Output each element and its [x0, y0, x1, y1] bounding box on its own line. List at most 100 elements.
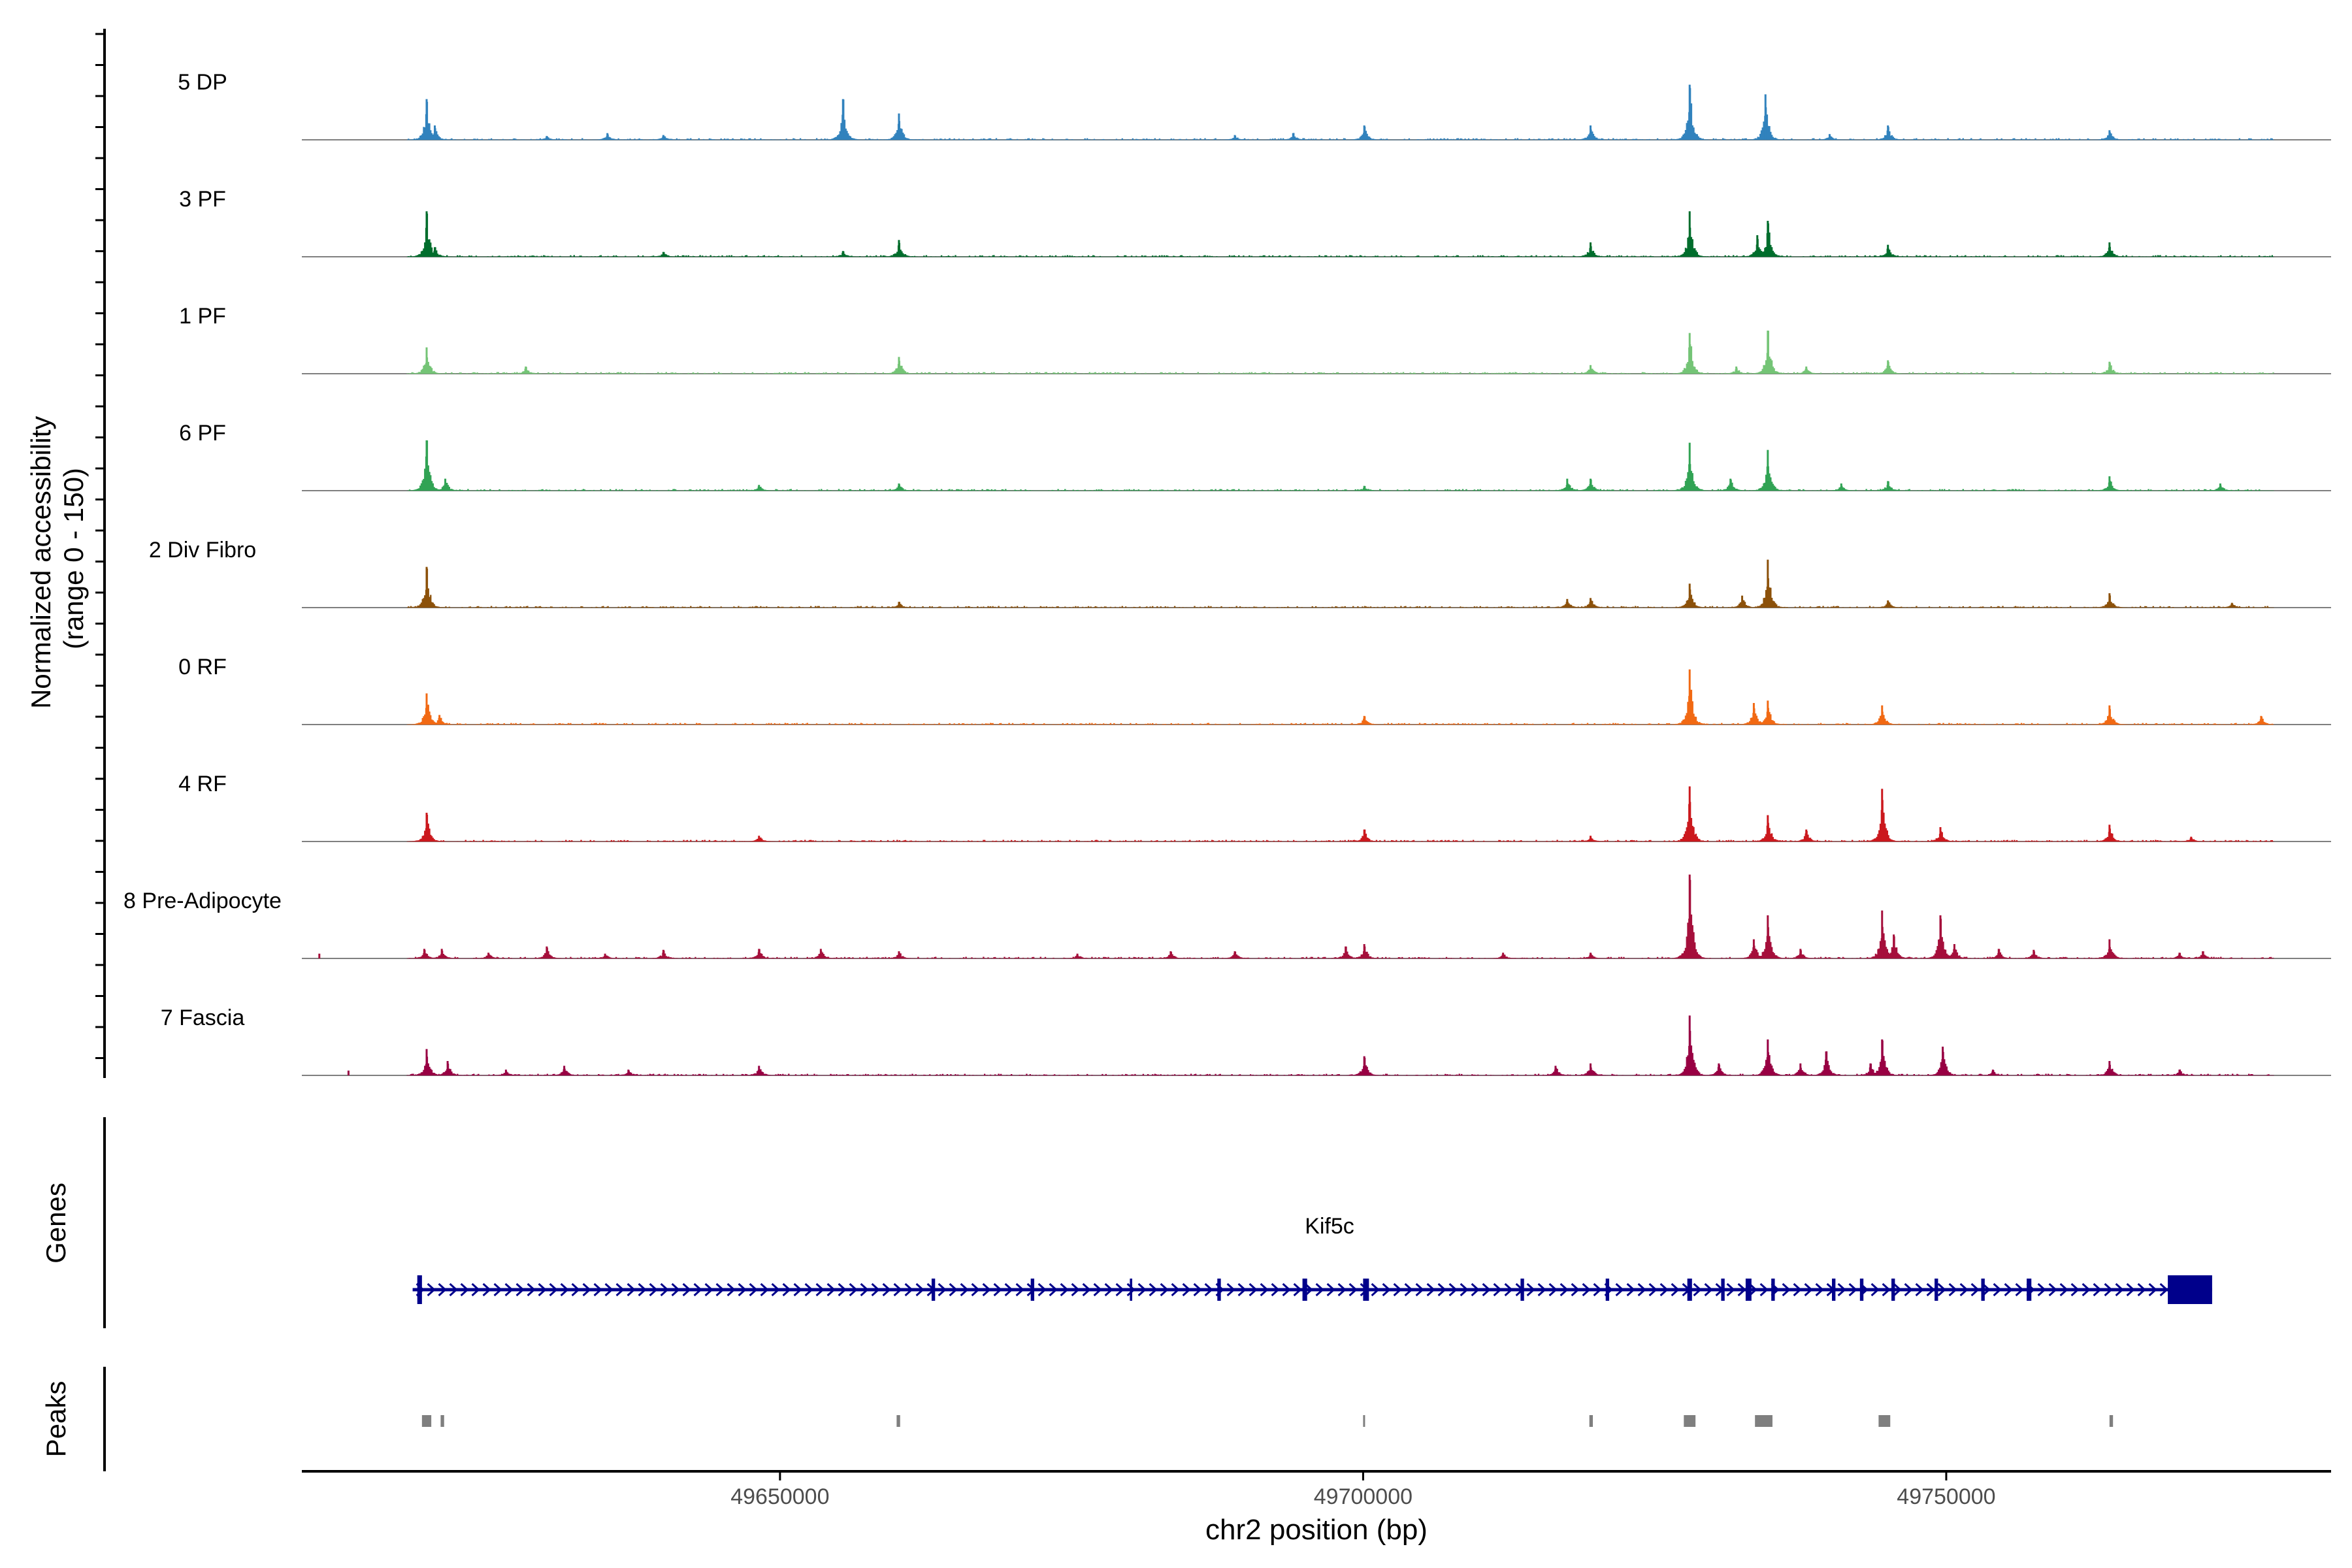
exon	[931, 1279, 936, 1301]
strand-arrow	[1693, 1282, 1702, 1297]
strand-arrow	[1415, 1282, 1424, 1297]
exon	[2027, 1279, 2032, 1301]
strand-arrow	[1582, 1282, 1591, 1297]
exon	[1605, 1279, 1610, 1301]
peak-region	[1878, 1415, 1891, 1427]
strand-arrow	[1182, 1282, 1191, 1297]
strand-arrow	[1015, 1282, 1024, 1297]
y-axis-label: Normalized accessibility (range 0 - 150)	[25, 408, 89, 709]
strand-arrow	[1537, 1282, 1546, 1297]
coverage-area	[406, 331, 2275, 374]
strand-arrow	[882, 1282, 891, 1297]
strand-arrow	[1526, 1282, 1535, 1297]
track-8-pre-adipocyte	[302, 874, 2331, 959]
exon	[417, 1275, 422, 1304]
strand-arrow	[1293, 1282, 1302, 1297]
exon	[1302, 1279, 1307, 1301]
strand-arrow	[515, 1282, 525, 1297]
strand-arrow	[2126, 1282, 2135, 1297]
strand-arrow	[1937, 1282, 1946, 1297]
strand-arrow	[938, 1282, 947, 1297]
strand-arrow	[1671, 1282, 1680, 1297]
strand-arrow	[1993, 1282, 2002, 1297]
gene-model: Kif5c	[412, 1214, 2212, 1304]
track-label: 7 Fascia	[161, 1005, 245, 1030]
strand-arrow	[1915, 1282, 1924, 1297]
track-0-rf	[302, 669, 2331, 725]
strand-arrow	[1870, 1282, 1880, 1297]
strand-arrow	[1160, 1282, 1169, 1297]
track-5-dp	[302, 84, 2331, 140]
x-tick-label: 49650000	[730, 1484, 829, 1509]
strand-arrow	[1393, 1282, 1402, 1297]
strand-arrow	[493, 1282, 502, 1297]
peak-regions	[421, 1415, 2114, 1427]
exon	[1030, 1279, 1035, 1301]
strand-arrow	[871, 1282, 880, 1297]
track-2-div-fibro	[302, 559, 2331, 608]
strand-arrow	[749, 1282, 758, 1297]
strand-arrow	[604, 1282, 613, 1297]
track-label: 5 DP	[178, 70, 227, 95]
strand-arrow	[538, 1282, 547, 1297]
strand-arrow	[1437, 1282, 1446, 1297]
strand-arrow	[1815, 1282, 1824, 1297]
strand-arrow	[1304, 1282, 1313, 1297]
x-axis-ticks: 49650000 49700000 49750000	[730, 1471, 1996, 1509]
strand-arrow	[2115, 1282, 2124, 1297]
exon	[1859, 1279, 1864, 1301]
strand-arrow	[1882, 1282, 1891, 1297]
strand-arrow	[2070, 1282, 2080, 1297]
track-4-rf	[302, 786, 2331, 842]
track-3-pf	[302, 211, 2331, 257]
strand-arrow	[615, 1282, 625, 1297]
strand-arrow	[1326, 1282, 1335, 1297]
strand-arrow	[1337, 1282, 1347, 1297]
gene-name: Kif5c	[1305, 1214, 1354, 1239]
strand-arrow	[971, 1282, 980, 1297]
strand-arrow	[1237, 1282, 1247, 1297]
x-axis-label: chr2 position (bp)	[1205, 1514, 1428, 1546]
x-tick-label: 49700000	[1314, 1484, 1413, 1509]
peak-region	[421, 1415, 432, 1427]
strand-arrow	[715, 1282, 725, 1297]
strand-arrow	[1260, 1282, 1269, 1297]
strand-arrow	[738, 1282, 747, 1297]
strand-arrow	[2104, 1282, 2113, 1297]
strand-arrow	[1482, 1282, 1491, 1297]
strand-arrow	[704, 1282, 713, 1297]
strand-arrow	[1049, 1282, 1058, 1297]
coverage-area	[406, 568, 2274, 608]
track-1-pf	[302, 331, 2331, 374]
strand-arrow	[1093, 1282, 1102, 1297]
strand-arrow	[1271, 1282, 1280, 1297]
strand-arrow	[915, 1282, 924, 1297]
strand-arrow	[1426, 1282, 1435, 1297]
strand-arrow	[2015, 1282, 2024, 1297]
strand-arrow	[1548, 1282, 1558, 1297]
strand-arrow	[760, 1282, 769, 1297]
strand-arrow	[1893, 1282, 1902, 1297]
strand-arrow	[1004, 1282, 1013, 1297]
strand-arrow	[693, 1282, 702, 1297]
peak-region	[1363, 1415, 1365, 1427]
strand-arrow	[2037, 1282, 2046, 1297]
strand-arrow	[1126, 1282, 1135, 1297]
strand-arrow	[638, 1282, 647, 1297]
strand-arrow	[982, 1282, 991, 1297]
peak-region	[1684, 1415, 1696, 1427]
strand-arrow	[2004, 1282, 2013, 1297]
strand-arrow	[504, 1282, 514, 1297]
x-tick-label: 49750000	[1897, 1484, 1995, 1509]
strand-arrow	[771, 1282, 780, 1297]
y-axis-label-line-2: (range 0 - 150)	[58, 468, 89, 649]
strand-arrow	[1382, 1282, 1391, 1297]
strand-arrow	[1837, 1282, 1846, 1297]
strand-arrow	[1948, 1282, 1957, 1297]
strand-arrow	[1115, 1282, 1124, 1297]
exon	[1130, 1279, 1132, 1301]
track-6-pf	[302, 440, 2331, 491]
strand-arrow	[826, 1282, 836, 1297]
strand-arrow	[527, 1282, 536, 1297]
